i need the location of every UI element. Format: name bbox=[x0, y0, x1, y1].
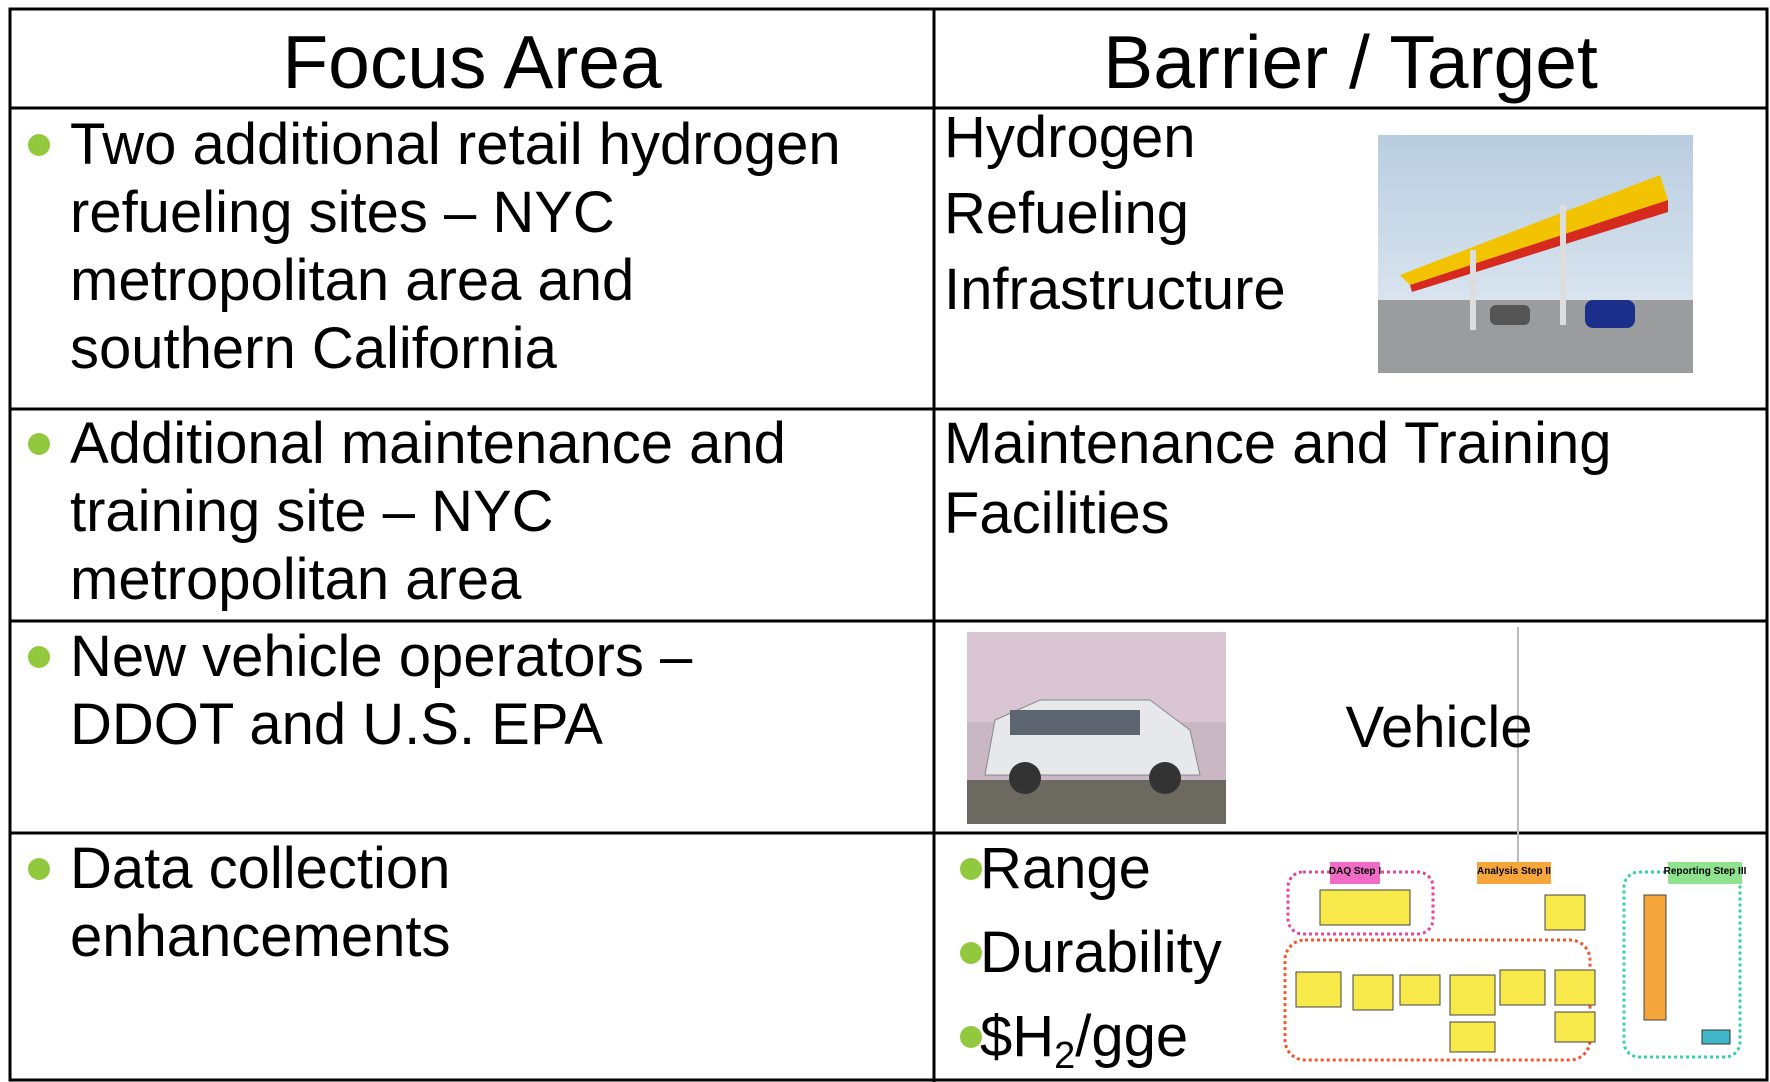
barrier-bullets: Range Durability $H2/gge bbox=[944, 827, 1222, 1079]
text-line: training site – NYC bbox=[70, 478, 786, 546]
header-cell: Focus Area bbox=[10, 17, 934, 107]
text-line: metropolitan area and bbox=[70, 247, 841, 315]
text-line: Additional maintenance and bbox=[70, 410, 786, 478]
text: Range bbox=[980, 836, 1151, 901]
slide: DAQ Step I Analysis Step II Reporting St… bbox=[0, 0, 1770, 1082]
text-line: Facilities bbox=[944, 479, 1611, 549]
bullet-item: Range bbox=[944, 827, 1222, 911]
text: $H bbox=[980, 1004, 1054, 1069]
cost-bullet: $H2/gge bbox=[944, 995, 1222, 1079]
data-flow-diagram: DAQ Step I Analysis Step II Reporting St… bbox=[1285, 862, 1747, 1060]
text-line: enhancements bbox=[70, 903, 450, 971]
text-line: DDOT and U.S. EPA bbox=[70, 691, 692, 759]
vehicle-photo bbox=[967, 632, 1226, 824]
text-line: Hydrogen bbox=[944, 100, 1286, 176]
text-line: Data collection bbox=[70, 835, 450, 903]
text-line: metropolitan area bbox=[70, 546, 786, 614]
diagram-label: DAQ Step I bbox=[1329, 866, 1381, 877]
barrier-text: Vehicle bbox=[1345, 694, 1532, 762]
text: /gge bbox=[1075, 1004, 1188, 1069]
diagram-label: Analysis Step II bbox=[1477, 866, 1551, 877]
text-line: Maintenance and Training bbox=[944, 409, 1611, 479]
gas-station-photo bbox=[1378, 135, 1693, 373]
text: Durability bbox=[980, 920, 1222, 985]
bullet bbox=[28, 433, 50, 455]
focus-cell: New vehicle operators –DDOT and U.S. EPA bbox=[70, 623, 692, 759]
text-line: southern California bbox=[70, 315, 841, 383]
text-line: Two additional retail hydrogen bbox=[70, 111, 841, 179]
text-line: refueling sites – NYC bbox=[70, 179, 841, 247]
header-cell: Barrier / Target bbox=[934, 17, 1767, 107]
bullet bbox=[960, 1026, 982, 1048]
bullet bbox=[28, 646, 50, 668]
subscript: 2 bbox=[1054, 1035, 1075, 1077]
text-line: Refueling bbox=[944, 176, 1286, 252]
diagram-label: Reporting Step III bbox=[1664, 866, 1747, 877]
bullet bbox=[960, 942, 982, 964]
bullet bbox=[28, 858, 50, 880]
bullet-item: Durability bbox=[944, 911, 1222, 995]
text-line: New vehicle operators – bbox=[70, 623, 692, 691]
bullet bbox=[960, 858, 982, 880]
text-line: Infrastructure bbox=[944, 252, 1286, 328]
bullet bbox=[28, 134, 50, 156]
